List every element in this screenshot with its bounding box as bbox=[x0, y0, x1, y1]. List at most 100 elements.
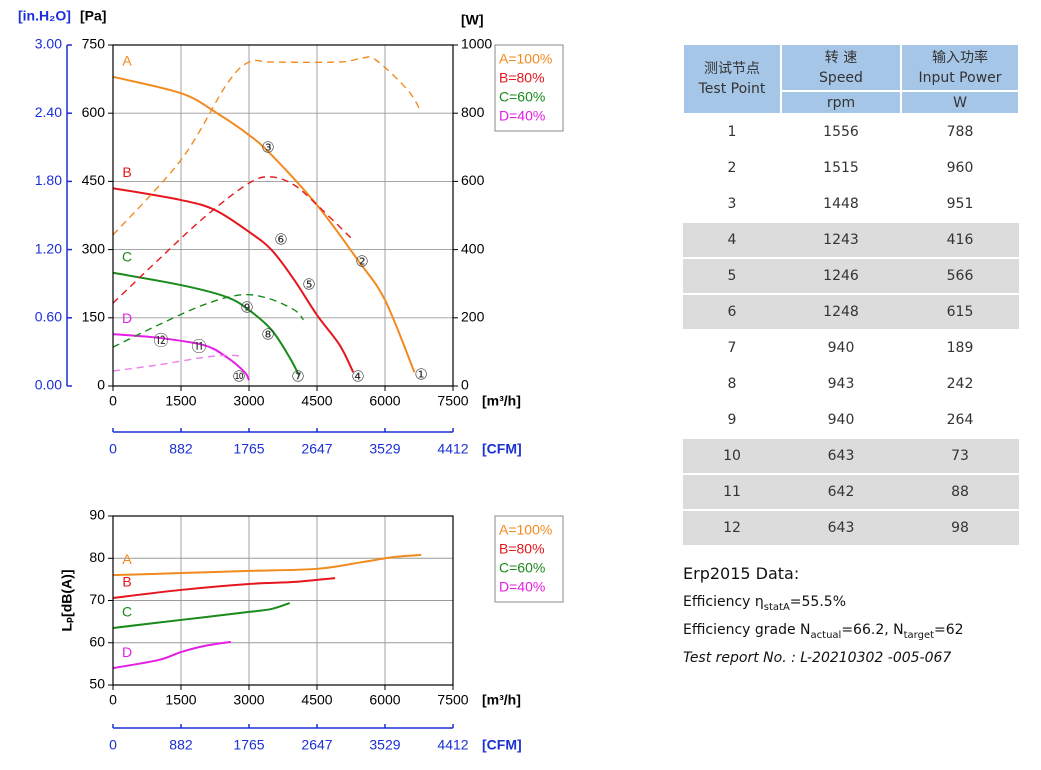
x2-tick-label: 0 bbox=[109, 441, 117, 457]
table-cell: 940 bbox=[781, 329, 901, 367]
table-cell: 242 bbox=[901, 365, 1019, 403]
power-curve bbox=[112, 354, 240, 372]
test-point-label: ⑧ bbox=[261, 326, 274, 344]
power-curve bbox=[112, 56, 422, 236]
x2-axis-label: [CFM] bbox=[482, 737, 522, 753]
table-cell: 416 bbox=[901, 221, 1019, 258]
col-header: 输入功率 Input Power bbox=[900, 43, 1020, 92]
grade-line: Efficiency grade Nactual=66.2, Ntarget=6… bbox=[683, 616, 964, 644]
table-cell: 940 bbox=[781, 401, 901, 439]
legend-box bbox=[494, 515, 564, 603]
y3-tick-label: 3.00 bbox=[35, 36, 62, 52]
x-tick-label: 0 bbox=[109, 692, 117, 708]
x2-tick-label: 1765 bbox=[233, 441, 264, 457]
y2-tick-label: 800 bbox=[461, 104, 485, 120]
y-tick-label: 300 bbox=[82, 240, 106, 256]
test-point-label: ⑤ bbox=[302, 276, 315, 294]
curve-label: A bbox=[122, 551, 132, 567]
y2-tick-label: 600 bbox=[461, 172, 485, 188]
table-cell: 11 bbox=[683, 473, 781, 510]
table-cell: 951 bbox=[901, 185, 1019, 223]
table-cell: 8 bbox=[683, 365, 781, 403]
curve bbox=[112, 577, 336, 599]
table-cell: 643 bbox=[781, 509, 901, 545]
test-point-label: ⑨ bbox=[240, 298, 253, 316]
table-cell: 264 bbox=[901, 401, 1019, 439]
y3-tick-label: 1.20 bbox=[35, 240, 62, 256]
y3-tick-label: 0.60 bbox=[35, 309, 62, 325]
curve-label: A bbox=[122, 53, 132, 69]
x2-tick-label: 1765 bbox=[233, 737, 264, 753]
table-cell: 5 bbox=[683, 257, 781, 294]
x-tick-label: 1500 bbox=[165, 692, 196, 708]
test-point-table: 测试节点 Test Point 转 速 Speed 输入功率 Input Power … bbox=[682, 43, 1020, 545]
unit-header: rpm bbox=[780, 90, 902, 115]
curve bbox=[112, 333, 250, 381]
table-cell: 2 bbox=[683, 149, 781, 187]
erp-title: Erp2015 Data: bbox=[683, 564, 800, 583]
table-cell: 10 bbox=[683, 437, 781, 474]
legend-label: D=40% bbox=[499, 579, 545, 595]
table-row: 7 940 189 bbox=[683, 329, 1019, 367]
x-tick-label: 0 bbox=[109, 393, 117, 409]
text: Efficiency η bbox=[683, 594, 764, 610]
table-row: 9 940 264 bbox=[683, 401, 1019, 439]
legend-label: C=60% bbox=[499, 560, 545, 576]
table-cell: 1243 bbox=[781, 221, 901, 258]
table-cell: 4 bbox=[683, 221, 781, 258]
table-cell: 1 bbox=[683, 113, 781, 151]
curve bbox=[112, 271, 300, 376]
x-tick-label: 4500 bbox=[301, 692, 332, 708]
table-row: 6 1248 615 bbox=[683, 293, 1019, 330]
unit-header: W bbox=[900, 90, 1020, 115]
test-point-label: ⑪ bbox=[191, 337, 206, 355]
report-line: Test report No. : L-20210302 -005-067 bbox=[683, 650, 952, 666]
table-cell: 9 bbox=[683, 401, 781, 439]
table-cell: 98 bbox=[901, 509, 1019, 545]
table-cell: 12 bbox=[683, 509, 781, 545]
y2-tick-label: 200 bbox=[461, 309, 485, 325]
x-tick-label: 6000 bbox=[369, 692, 400, 708]
table-cell: 943 bbox=[781, 365, 901, 403]
table-row: 5 1246 566 bbox=[683, 257, 1019, 294]
y-tick-label: 600 bbox=[82, 104, 106, 120]
legend-label: A=100% bbox=[499, 51, 552, 67]
x2-tick-label: 0 bbox=[109, 737, 117, 753]
x-tick-label: 1500 bbox=[165, 393, 196, 409]
test-point-label: ⑩ bbox=[232, 367, 245, 385]
x-tick-label: 6000 bbox=[369, 393, 400, 409]
x-tick-label: 7500 bbox=[437, 393, 468, 409]
power-curve bbox=[112, 293, 304, 348]
table-cell: 1246 bbox=[781, 257, 901, 294]
legend-label: A=100% bbox=[499, 522, 552, 538]
y-tick-label: 70 bbox=[89, 591, 105, 607]
y3-axis-label: [in.H₂O] bbox=[18, 8, 71, 24]
table-body: 1 1556 788 2 1515 960 3 1448 951 4 1243 416 5 1246 566… bbox=[683, 113, 1019, 545]
y2-tick-label: 1000 bbox=[461, 36, 492, 52]
table-cell: 3 bbox=[683, 185, 781, 223]
text: =55.5% bbox=[789, 594, 847, 610]
subscript: statA bbox=[763, 601, 790, 613]
y2-tick-label: 400 bbox=[461, 240, 485, 256]
table-row: 3 1448 951 bbox=[683, 185, 1019, 223]
table-cell: 615 bbox=[901, 293, 1019, 330]
table-cell: 643 bbox=[781, 437, 901, 474]
col-header: 转 速 Speed bbox=[780, 43, 902, 92]
test-point-label: ⑫ bbox=[154, 331, 169, 349]
header-line: Input Power bbox=[918, 69, 1002, 86]
legend-label: B=80% bbox=[499, 70, 545, 86]
header-line: 转 速 bbox=[824, 49, 858, 66]
subscript: actual bbox=[810, 629, 842, 641]
header-line: Speed bbox=[819, 69, 863, 86]
x2-tick-label: 882 bbox=[169, 737, 193, 753]
text: Efficiency grade N bbox=[683, 622, 811, 638]
subscript: target bbox=[903, 629, 935, 641]
x-tick-label: 3000 bbox=[233, 393, 264, 409]
curve-label: C bbox=[122, 604, 132, 620]
curve-label: B bbox=[122, 574, 131, 590]
x2-axis-label: [CFM] bbox=[482, 441, 522, 457]
text: =62 bbox=[934, 622, 964, 638]
y-tick-label: 50 bbox=[89, 676, 105, 692]
table-row: 8 943 242 bbox=[683, 365, 1019, 403]
